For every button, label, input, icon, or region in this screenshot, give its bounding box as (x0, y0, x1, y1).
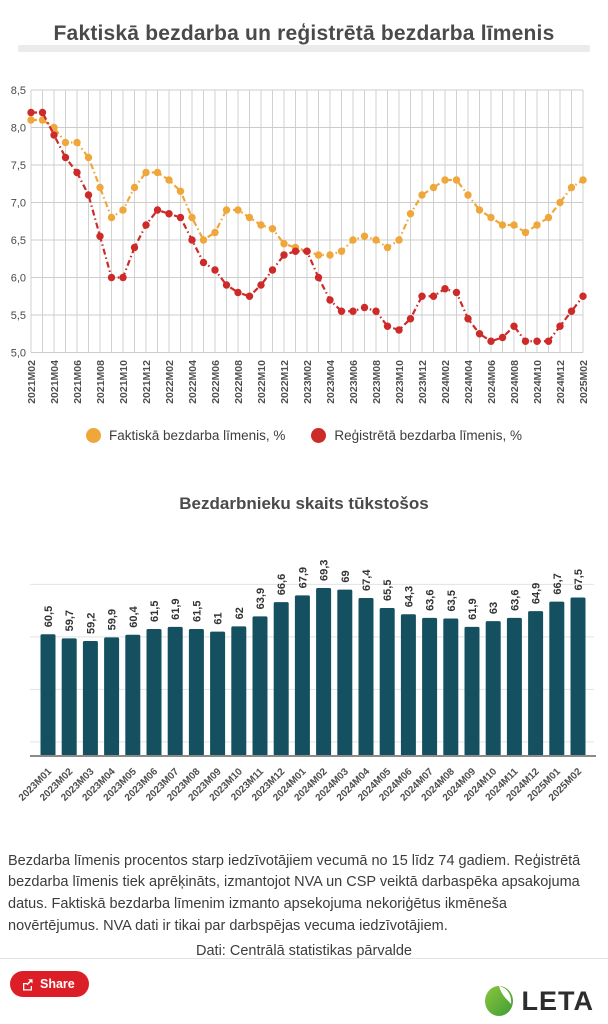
svg-text:64,3: 64,3 (403, 586, 415, 607)
bar-chart: 60,52023M0159,72023M0259,22023M0359,9202… (17, 560, 596, 804)
svg-text:60,4: 60,4 (128, 605, 140, 627)
svg-text:2024M08: 2024M08 (509, 360, 521, 404)
svg-text:65,5: 65,5 (382, 580, 394, 601)
page-title: Faktiskā bezdarba un reģistrētā bezdarba… (53, 22, 555, 46)
svg-text:66,6: 66,6 (276, 574, 288, 595)
svg-text:2023M10: 2023M10 (394, 360, 406, 404)
legend-dot-actual-icon (86, 428, 102, 443)
svg-text:2025M02: 2025M02 (578, 360, 590, 404)
share-button-label: Share (40, 977, 75, 991)
svg-text:2022M06: 2022M06 (210, 360, 222, 404)
title-divider (18, 45, 590, 52)
svg-text:2024M10: 2024M10 (532, 360, 544, 404)
svg-text:2023M02: 2023M02 (302, 360, 314, 404)
chart-legend: Faktiskā bezdarba līmenis, % Reģistrētā … (0, 428, 608, 443)
svg-text:2024M12: 2024M12 (555, 360, 567, 404)
svg-text:2021M08: 2021M08 (95, 360, 107, 404)
svg-text:5,5: 5,5 (11, 310, 26, 322)
svg-text:6,5: 6,5 (11, 235, 26, 247)
svg-text:7,0: 7,0 (11, 198, 26, 210)
share-button[interactable]: Share (10, 971, 89, 997)
svg-text:8,0: 8,0 (11, 123, 26, 135)
svg-text:59,7: 59,7 (64, 610, 76, 631)
svg-text:2022M10: 2022M10 (256, 360, 268, 404)
svg-text:63,6: 63,6 (509, 590, 521, 611)
svg-text:61,5: 61,5 (191, 601, 203, 622)
svg-text:61,9: 61,9 (170, 598, 182, 619)
share-icon (23, 978, 33, 990)
svg-text:63,9: 63,9 (255, 588, 267, 609)
svg-text:67,5: 67,5 (573, 569, 585, 590)
svg-text:63,6: 63,6 (425, 590, 437, 611)
svg-text:2024M06: 2024M06 (486, 360, 498, 404)
svg-text:66,7: 66,7 (552, 573, 564, 594)
svg-text:2022M04: 2022M04 (187, 360, 199, 404)
svg-text:61,9: 61,9 (467, 598, 479, 619)
legend-label-registered: Reģistrētā bezdarba līmenis, % (334, 428, 522, 443)
footnote-text: Bezdarba līmenis procentos starp iedzīvo… (8, 852, 581, 934)
svg-text:2021M12: 2021M12 (141, 360, 153, 404)
svg-text:61,5: 61,5 (149, 601, 161, 622)
svg-text:2024M02: 2024M02 (440, 360, 452, 404)
svg-text:2023M08: 2023M08 (371, 360, 383, 404)
svg-text:2021M02: 2021M02 (26, 360, 38, 404)
data-source-text: Dati: Centrālā statistikas pārvalde (196, 942, 412, 959)
bar-chart-title: Bezdarbnieku skaits tūkstošos (179, 494, 429, 514)
svg-text:69: 69 (340, 570, 352, 582)
svg-text:61: 61 (213, 612, 225, 624)
svg-text:2022M08: 2022M08 (233, 360, 245, 404)
svg-text:67,4: 67,4 (361, 569, 373, 591)
legend-label-actual: Faktiskā bezdarba līmenis, % (109, 428, 286, 443)
leta-logo: LETA (484, 984, 595, 1018)
svg-text:64,9: 64,9 (531, 583, 543, 604)
svg-text:2021M04: 2021M04 (49, 360, 61, 404)
svg-text:2024M04: 2024M04 (463, 360, 475, 404)
legend-item-registered: Reģistrētā bezdarba līmenis, % (311, 428, 522, 443)
legend-item-actual: Faktiskā bezdarba līmenis, % (86, 428, 285, 443)
leta-logo-text: LETA (521, 985, 594, 1016)
svg-text:2022M12: 2022M12 (279, 360, 291, 404)
svg-text:2023M12: 2023M12 (417, 360, 429, 404)
svg-text:69,3: 69,3 (319, 560, 331, 581)
svg-text:2021M10: 2021M10 (118, 360, 130, 404)
svg-text:7,5: 7,5 (11, 160, 26, 172)
svg-text:60,5: 60,5 (43, 606, 55, 627)
svg-text:5,0: 5,0 (11, 348, 26, 360)
svg-text:62: 62 (234, 607, 246, 619)
svg-text:6,0: 6,0 (11, 273, 26, 285)
svg-text:2022M02: 2022M02 (164, 360, 176, 404)
svg-text:59,2: 59,2 (85, 613, 97, 634)
legend-dot-registered-icon (311, 428, 327, 443)
svg-text:2021M06: 2021M06 (72, 360, 84, 404)
svg-text:8,5: 8,5 (11, 85, 26, 97)
bottom-divider (0, 958, 608, 959)
svg-text:2023M06: 2023M06 (348, 360, 360, 404)
svg-text:63: 63 (488, 602, 500, 614)
leta-logo-icon (484, 986, 513, 1016)
svg-text:67,9: 67,9 (297, 567, 309, 588)
svg-text:59,9: 59,9 (107, 609, 119, 630)
svg-text:2023M04: 2023M04 (325, 360, 337, 404)
svg-text:63,5: 63,5 (446, 590, 458, 611)
